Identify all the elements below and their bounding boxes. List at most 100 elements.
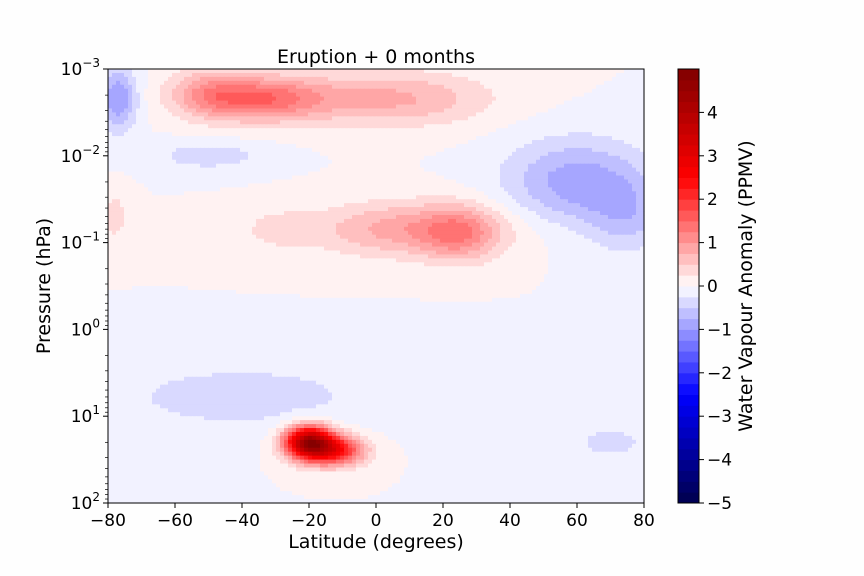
contour-cell [272, 84, 277, 90]
contour-cell [124, 175, 129, 181]
contour-cell [256, 120, 261, 125]
contour-cell [336, 167, 341, 173]
contour-cell [576, 191, 581, 196]
contour-cell [404, 203, 409, 208]
contour-cell [612, 163, 617, 169]
contour-cell [436, 175, 441, 181]
contour-cell [468, 128, 473, 133]
contour-cell [260, 136, 265, 141]
contour-cell [536, 159, 541, 165]
contour-cell [460, 84, 465, 90]
contour-cell [244, 96, 249, 102]
contour-cell [168, 191, 173, 196]
contour-cell [620, 195, 625, 200]
contour-cell [496, 124, 501, 129]
contour-cell [468, 147, 473, 153]
contour-cell [160, 132, 165, 137]
contour-cell [272, 167, 277, 173]
contour-cell [476, 116, 481, 121]
contour-cell [372, 191, 377, 196]
contour-cell [460, 183, 465, 188]
contour-cell [608, 136, 613, 141]
contour-cell [304, 147, 309, 153]
contour-cell [564, 120, 569, 125]
contour-cell [504, 84, 509, 90]
contour-cell [568, 140, 573, 145]
contour-cell [152, 100, 157, 106]
contour-cell [372, 163, 377, 169]
contour-cell [316, 76, 321, 82]
contour-cell [228, 203, 233, 208]
contour-cell [520, 132, 525, 137]
contour-cell [264, 100, 269, 106]
contour-cell [136, 124, 141, 129]
contour-cell [564, 187, 569, 192]
contour-cell [624, 88, 629, 94]
contour-cell [568, 76, 573, 82]
contour-cell [464, 143, 469, 149]
contour-cell [268, 179, 273, 185]
contour-cell [300, 179, 305, 185]
contour-cell [604, 175, 609, 181]
contour-cell [120, 104, 125, 110]
contour-cell [296, 140, 301, 145]
contour-cell [464, 84, 469, 90]
contour-cell [152, 199, 157, 204]
contour-cell [216, 147, 221, 153]
contour-cell [508, 108, 513, 113]
contour-cell [600, 100, 605, 106]
contour-cell [148, 69, 153, 74]
contour-cell [180, 183, 185, 188]
contour-cell [392, 187, 397, 192]
contour-cell [424, 151, 429, 157]
contour-cell [424, 175, 429, 181]
contour-cell [424, 187, 429, 192]
contour-cell [520, 175, 525, 181]
contour-cell [172, 199, 177, 204]
contour-cell [452, 116, 457, 121]
contour-cell [580, 132, 585, 137]
contour-cell [168, 69, 173, 74]
contour-cell [596, 128, 601, 133]
contour-cell [444, 175, 449, 181]
contour-cell [356, 128, 361, 133]
contour-cell [356, 147, 361, 153]
contour-cell [408, 175, 413, 181]
contour-cell [196, 183, 201, 188]
contour-cell [256, 187, 261, 192]
contour-cell [624, 120, 629, 125]
contour-cell [448, 159, 453, 165]
contour-cell [372, 143, 377, 149]
contour-cell [464, 76, 469, 82]
contour-cell [436, 116, 441, 121]
contour-cell [352, 175, 357, 181]
contour-cell [296, 136, 301, 141]
contour-cell [268, 128, 273, 133]
contour-cell [220, 187, 225, 192]
contour-cell [556, 92, 561, 98]
contour-cell [140, 140, 145, 145]
contour-cell [220, 191, 225, 196]
contour-cell [616, 147, 621, 153]
contour-cell [148, 167, 153, 173]
contour-cell [476, 147, 481, 153]
contour-cell [368, 96, 373, 102]
contour-cell [392, 183, 397, 188]
contour-cell [420, 100, 425, 106]
contour-cell [416, 80, 421, 86]
contour-cell [576, 183, 581, 188]
contour-cell [612, 207, 617, 212]
contour-cell [564, 147, 569, 153]
contour-cell [284, 175, 289, 181]
contour-cell [364, 69, 369, 74]
contour-cell [236, 199, 241, 204]
contour-cell [228, 199, 233, 204]
contour-cell [484, 155, 489, 161]
contour-cell [484, 108, 489, 113]
contour-cell [452, 211, 457, 216]
contour-cell [288, 159, 293, 165]
contour-cell [128, 120, 133, 125]
contour-cell [452, 84, 457, 90]
contour-cell [440, 183, 445, 188]
contour-cell [612, 159, 617, 165]
